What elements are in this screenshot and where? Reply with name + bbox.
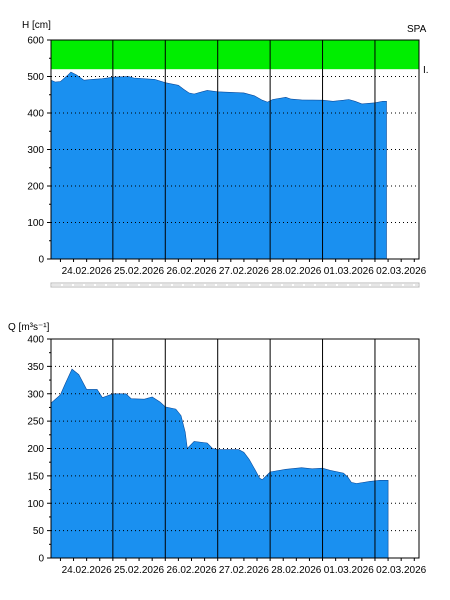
x-tick-label: 25.02.2026	[114, 565, 164, 576]
band-label: I.	[423, 65, 429, 76]
x-tick-label: 28.02.2026	[271, 565, 321, 576]
y-tick-label: 150	[27, 471, 44, 482]
x-tick-label: 27.02.2026	[219, 266, 269, 277]
x-tick-label: 26.02.2026	[166, 565, 216, 576]
x-tick-label: 27.02.2026	[219, 565, 269, 576]
chart-2-ylabel: Q [m³s⁻¹]	[8, 322, 50, 333]
y-tick-label: 100	[27, 218, 44, 229]
y-tick-label: 50	[33, 526, 45, 537]
y-tick-label: 0	[38, 554, 44, 565]
y-tick-label: 200	[27, 182, 44, 193]
y-tick-label: 400	[27, 335, 44, 346]
y-tick-label: 300	[27, 145, 44, 156]
series-area	[50, 368, 389, 559]
chart-1-ylabel: H [cm]	[22, 20, 51, 31]
y-tick-label: 250	[27, 417, 44, 428]
x-tick-label: 02.03.2026	[376, 266, 426, 277]
y-tick-label: 200	[27, 444, 44, 455]
x-tick-label: 01.03.2026	[324, 266, 374, 277]
x-tick-label: 24.02.2026	[62, 565, 112, 576]
y-tick-label: 0	[38, 255, 44, 266]
station-code-label: SPA	[407, 24, 427, 35]
x-tick-label: 02.03.2026	[376, 565, 426, 576]
timeline-scrollbar[interactable]	[50, 282, 420, 288]
series-area	[50, 71, 387, 260]
x-tick-label: 28.02.2026	[271, 266, 321, 277]
chart-2: 0 50 100 150 200 250 300 350 400 24.02.2026 25.02.…	[27, 335, 426, 577]
y-tick-label: 350	[27, 362, 44, 373]
warning-band	[51, 40, 419, 70]
x-tick-label: 24.02.2026	[62, 266, 112, 277]
y-tick-label: 400	[27, 109, 44, 120]
y-tick-label: 500	[27, 72, 44, 83]
x-tick-label: 26.02.2026	[166, 266, 216, 277]
y-tick-label: 300	[27, 389, 44, 400]
plot-frame	[50, 39, 420, 260]
y-tick-label: 100	[27, 499, 44, 510]
x-tick-label: 01.03.2026	[324, 565, 374, 576]
x-tick-label: 25.02.2026	[114, 266, 164, 277]
plot-frame	[50, 338, 420, 559]
y-tick-label: 600	[27, 36, 44, 47]
